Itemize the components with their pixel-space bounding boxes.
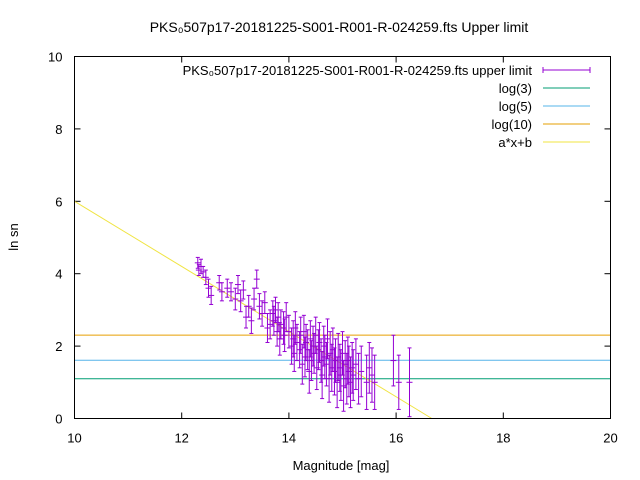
data-point <box>326 354 333 403</box>
data-point <box>194 256 201 269</box>
data-point <box>240 280 247 300</box>
data-point <box>363 354 370 410</box>
data-point <box>224 278 231 298</box>
data-point <box>256 293 263 320</box>
x-tick-label: 16 <box>389 431 403 446</box>
data-point <box>297 316 304 354</box>
y-tick-label: 6 <box>55 194 62 209</box>
data-point <box>350 349 357 401</box>
legend-label-series-4: a*x+b <box>498 135 532 150</box>
data-point <box>232 287 239 311</box>
x-tick-label: 14 <box>282 431 296 446</box>
legend-label-series-3: log(10) <box>492 117 532 132</box>
data-point <box>267 309 274 340</box>
data-point <box>303 323 310 362</box>
data-point <box>331 347 338 396</box>
data-point <box>281 318 288 353</box>
y-tick-label: 2 <box>55 339 62 354</box>
data-point <box>371 354 378 410</box>
y-tick-label: 8 <box>55 122 62 137</box>
x-tick-label: 10 <box>67 431 81 446</box>
y-tick-label: 10 <box>48 50 62 65</box>
y-axis-label: ln sn <box>6 223 21 250</box>
data-point <box>336 343 343 392</box>
data-point <box>200 265 207 278</box>
x-axis-label: Magnitude [mag] <box>293 458 390 473</box>
data-point <box>299 343 306 385</box>
data-point <box>355 352 362 405</box>
data-point <box>248 307 255 334</box>
data-point <box>234 275 241 295</box>
data-point <box>319 351 326 400</box>
data-point <box>293 323 300 362</box>
plot-area <box>74 200 611 419</box>
data-point <box>285 314 292 349</box>
x-tick-label: 18 <box>496 431 510 446</box>
legend-label-series-2: log(5) <box>499 99 532 114</box>
y-tick-label: 4 <box>55 267 62 282</box>
data-point <box>202 269 209 286</box>
data-point <box>277 309 284 340</box>
data-point <box>205 278 212 298</box>
data-point <box>208 285 215 305</box>
axis-ticks: 10 12 14 16 18 20 0 2 4 6 8 10 <box>48 50 618 446</box>
y-tick-label: 0 <box>55 412 62 427</box>
chart-title: PKS₀507p17-20181225-S001-R001-R-024259.f… <box>150 19 529 35</box>
data-point <box>358 345 365 398</box>
legend-label-series-0: PKS₀507p17-20181225-S001-R001-R-024259.f… <box>183 63 533 78</box>
legend: PKS₀507p17-20181225-S001-R001-R-024259.f… <box>183 63 591 150</box>
data-point <box>280 311 287 345</box>
data-point <box>390 334 397 387</box>
data-point <box>324 318 331 360</box>
data-point <box>291 334 298 372</box>
data-point <box>344 336 351 385</box>
data-point <box>251 287 258 311</box>
legend-label-series-1: log(3) <box>499 81 532 96</box>
data-point <box>197 258 204 275</box>
data-point <box>406 347 413 418</box>
data-point <box>218 282 225 302</box>
data-point <box>352 338 359 391</box>
data-point <box>366 341 373 394</box>
x-tick-label: 12 <box>174 431 188 446</box>
data-point <box>368 347 375 403</box>
data-point <box>228 282 235 302</box>
data-point <box>288 327 295 365</box>
plot-frame <box>74 56 611 419</box>
data-point <box>264 313 271 343</box>
data-point <box>261 291 268 315</box>
x-tick-label: 20 <box>603 431 617 446</box>
data-point <box>395 354 402 410</box>
data-point <box>245 294 252 318</box>
data-point <box>253 269 260 289</box>
